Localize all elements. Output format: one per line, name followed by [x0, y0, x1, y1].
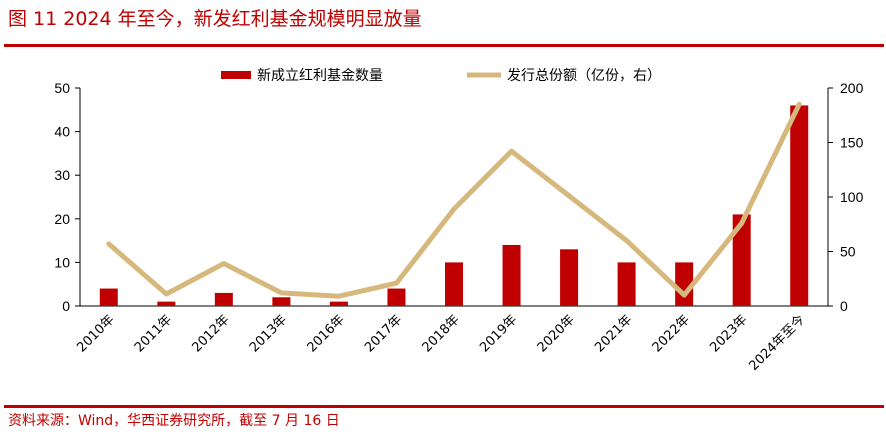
x-tick-label: 2024年至今: [746, 312, 808, 374]
bar-2010年: [99, 288, 118, 306]
y-left-tick-label: 30: [54, 167, 70, 183]
y-left-tick-label: 10: [54, 254, 70, 270]
bar-2012年: [214, 292, 233, 306]
x-tick-label: 2022年: [650, 312, 693, 355]
bar-2019年: [502, 244, 521, 306]
legend-line-label: 发行总份额（亿份，右）: [507, 68, 661, 84]
bar-2021年: [617, 262, 636, 306]
x-tick-label: 2013年: [247, 312, 290, 355]
y-right-tick-label: 100: [840, 189, 864, 205]
x-tick-label: 2020年: [535, 312, 578, 355]
x-tick-label: 2011年: [132, 312, 175, 355]
source-rule: [4, 405, 884, 408]
y-right-tick-label: 0: [840, 298, 848, 314]
bar-2022年: [675, 262, 694, 306]
x-tick-label: 2016年: [305, 312, 348, 355]
bar-2016年: [329, 301, 348, 306]
bar-2017年: [387, 288, 406, 306]
bar-2018年: [445, 262, 463, 306]
x-tick-label: 2021年: [592, 312, 635, 355]
chart-title: 图 11 2024 年至今，新发红利基金规模明显放量: [8, 8, 422, 30]
bar-2023年: [732, 214, 751, 306]
y-left-tick-label: 50: [54, 80, 70, 96]
y-right-tick-label: 50: [840, 244, 856, 260]
title-rule: [4, 44, 884, 47]
x-tick-label: 2018年: [420, 312, 463, 355]
x-tick-label: 2023年: [707, 312, 750, 355]
bar-2020年: [560, 249, 579, 306]
y-right-tick-label: 200: [840, 80, 864, 96]
y-left-tick-label: 0: [62, 298, 70, 314]
y-left-tick-label: 40: [54, 124, 70, 140]
bar-2024年至今: [790, 105, 809, 306]
bar-2011年: [157, 301, 176, 306]
y-left-tick-label: 20: [54, 211, 70, 227]
x-tick-label: 2010年: [74, 312, 117, 355]
x-tick-label: 2019年: [477, 312, 520, 355]
x-tick-label: 2012年: [189, 312, 232, 355]
legend-bar-label: 新成立红利基金数量: [257, 67, 383, 84]
x-tick-label: 2017年: [362, 312, 405, 355]
source-note: 资料来源：Wind，华西证券研究所，截至 7 月 16 日: [8, 413, 340, 429]
bar-2013年: [272, 297, 291, 306]
y-right-tick-label: 150: [840, 135, 864, 151]
legend-bar-swatch: [221, 71, 251, 79]
